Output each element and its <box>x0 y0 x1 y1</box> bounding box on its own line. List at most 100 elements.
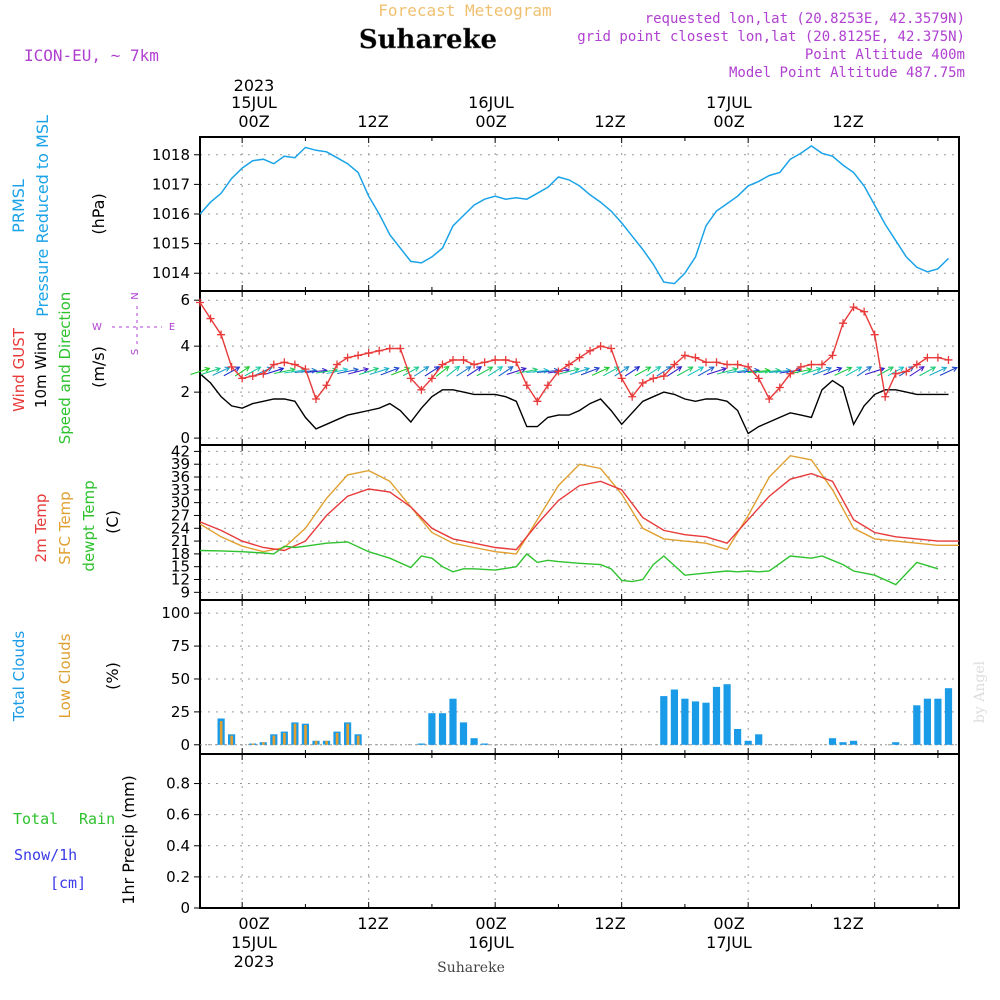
gust-marker <box>786 369 795 378</box>
gust-marker <box>933 353 942 362</box>
wind-direction-arrow <box>190 366 211 375</box>
y-tick-label: 4 <box>180 337 190 355</box>
total-cloud-bar <box>923 698 931 745</box>
y-tick-label: 50 <box>171 670 190 688</box>
wind-direction-arrow <box>580 366 601 376</box>
p2-unit: (m/s) <box>89 346 108 388</box>
p2-label-dir: Speed and Direction <box>56 292 74 445</box>
model-label: ICON-EU, ~ 7km <box>24 46 159 65</box>
gust-marker <box>259 369 268 378</box>
wind-direction-arrow <box>358 366 380 375</box>
wind-direction-arrow <box>200 366 222 375</box>
dewpt-series <box>199 541 939 586</box>
wind-direction-arrow <box>234 366 251 377</box>
low-cloud-bar <box>314 740 318 745</box>
wind-direction-arrow <box>446 365 461 377</box>
total-cloud-bar <box>459 722 468 745</box>
wind-direction-arrow <box>569 366 591 375</box>
gust-marker <box>449 355 457 364</box>
wind-direction-arrow <box>747 367 771 374</box>
wind-direction-arrow <box>402 366 420 377</box>
y-tick-label: 0 <box>180 429 190 447</box>
p4-unit: (%) <box>103 662 122 690</box>
t2m-series <box>199 472 959 552</box>
gust-marker <box>533 397 542 406</box>
total-cloud-bar <box>944 688 953 745</box>
gust-marker <box>891 369 900 378</box>
gust-marker <box>417 385 426 394</box>
wind-direction-arrow <box>845 366 863 377</box>
top-year: 2023 <box>234 76 275 95</box>
low-cloud-bar <box>356 735 360 745</box>
p3-label-sfc: SFC Temp <box>56 491 74 564</box>
wind-direction-arrow <box>244 366 262 377</box>
bottom-year: 2023 <box>234 952 275 971</box>
low-cloud-bar <box>325 740 328 745</box>
gust-marker <box>438 360 447 369</box>
y-tick-label: 24 <box>171 519 190 537</box>
total-cloud-bar <box>428 713 436 745</box>
gust-marker <box>333 360 342 369</box>
bottom-day-label: 16JUL <box>468 933 514 952</box>
gust-marker <box>248 372 257 381</box>
sfc-temp-series <box>199 454 959 555</box>
wind-direction-arrow <box>466 366 483 377</box>
y-tick-label: 36 <box>171 468 190 486</box>
y-tick-label: 0.4 <box>166 837 190 855</box>
gust-marker <box>385 344 394 353</box>
top-hour-label: 12Z <box>594 112 625 131</box>
p5-label-snow: Snow/1h <box>14 846 77 864</box>
gust-marker <box>944 355 953 364</box>
low-cloud-bar <box>219 721 223 745</box>
y-tick-label: 12 <box>171 571 190 589</box>
gust-marker <box>680 351 689 360</box>
wind-direction-arrow <box>264 366 285 375</box>
y-tick-label: 9 <box>180 583 190 601</box>
wind-direction-arrow <box>634 366 652 377</box>
total-cloud-bar <box>670 689 678 745</box>
y-tick-label: 27 <box>171 506 190 524</box>
panel-frame-5 <box>199 753 960 909</box>
y-tick-label: 25 <box>171 703 190 721</box>
low-cloud-bar <box>335 732 339 745</box>
gust-marker <box>554 367 563 376</box>
model-altitude: Model Point Altitude 487.75m <box>729 65 965 81</box>
requested-coords: requested lon,lat (20.8253E, 42.3579N) <box>645 11 965 27</box>
gust-marker <box>702 358 710 367</box>
low-cloud-bar <box>283 732 286 745</box>
p4-label-total: Total Clouds <box>10 631 28 723</box>
gust-marker <box>322 381 331 390</box>
gust-marker <box>628 392 637 401</box>
gust-marker <box>459 355 468 364</box>
total-cloud-bar <box>660 696 668 745</box>
wind-direction-arrow <box>939 366 958 376</box>
p3-label-t2m: 2m Temp <box>32 494 50 563</box>
product-title: Forecast Meteogram <box>378 1 551 20</box>
wind-direction-arrow <box>476 366 494 377</box>
gust-marker <box>870 330 879 339</box>
top-hour-label: 00Z <box>238 112 269 131</box>
bottom-hour-label: 00Z <box>238 914 269 933</box>
top-hour-label: 00Z <box>713 112 744 131</box>
wind-direction-arrow <box>706 366 728 375</box>
gust-marker <box>512 358 521 367</box>
y-tick-label: 2 <box>180 383 190 401</box>
y-tick-label: 0.6 <box>166 806 190 824</box>
low-cloud-bar <box>262 742 265 745</box>
total-cloud-bar <box>438 713 447 745</box>
y-tick-label: 18 <box>171 545 190 563</box>
total-cloud-bar <box>934 698 942 745</box>
wind-direction-arrow <box>624 366 641 377</box>
bottom-day-label: 17JUL <box>706 933 752 952</box>
p1-label-prmsl: PRMSL <box>9 179 28 233</box>
location-title: Suhareke <box>359 25 497 55</box>
gust-marker <box>290 360 299 369</box>
gust-marker <box>364 349 373 358</box>
gust-marker <box>343 353 352 362</box>
gust-marker <box>607 344 616 353</box>
gust-marker <box>470 360 479 369</box>
gust-marker <box>206 314 215 323</box>
gust-marker <box>301 365 310 374</box>
wind-direction-arrow <box>737 367 761 374</box>
p5-label-rain: Rain <box>79 810 115 828</box>
